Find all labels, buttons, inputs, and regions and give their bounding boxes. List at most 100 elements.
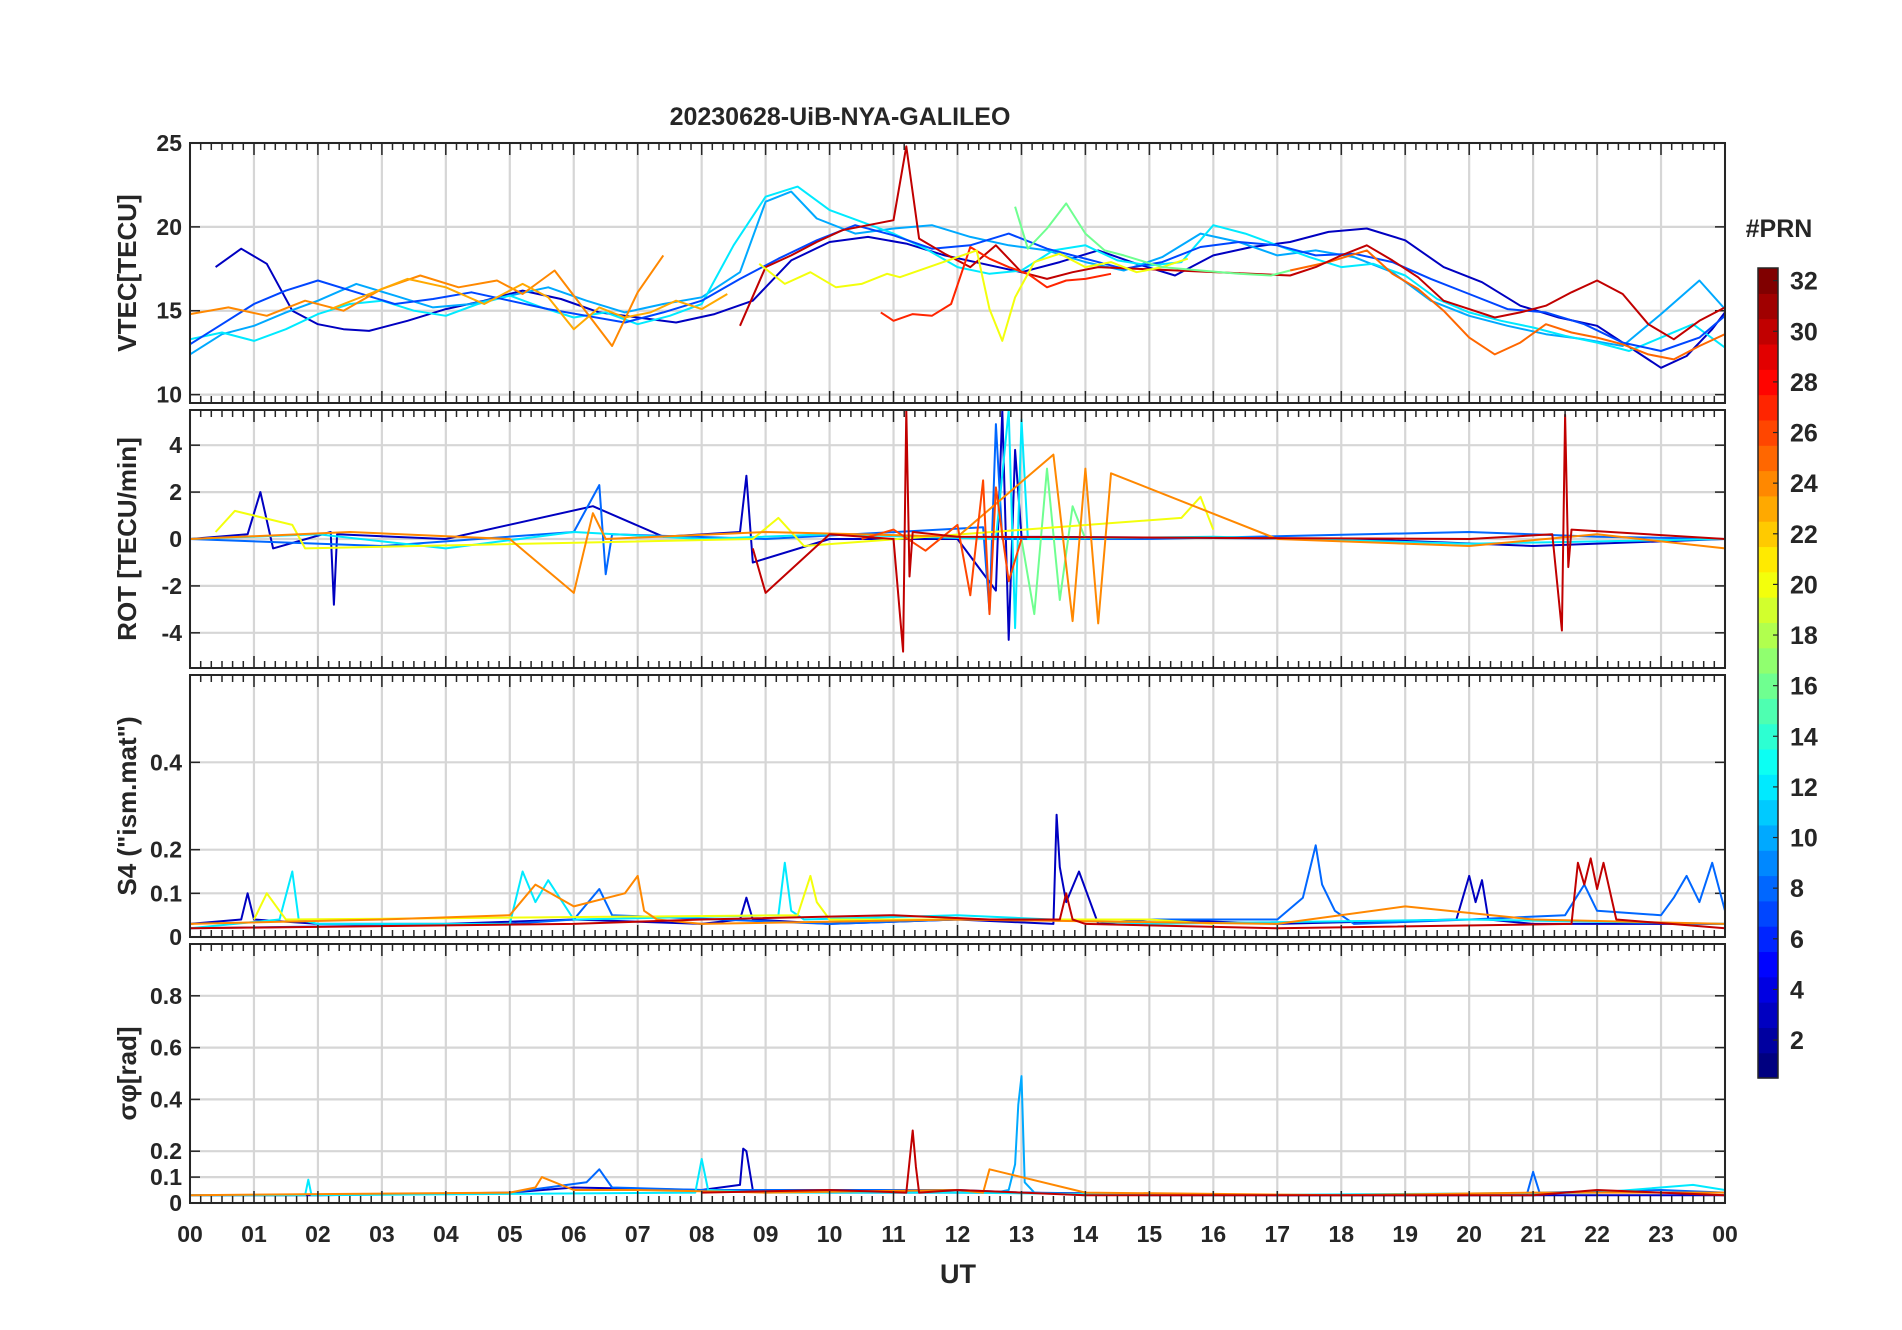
panel-vtec-series-prn-7 <box>190 224 1725 352</box>
panel-vtec-series-prn-24 <box>190 254 665 347</box>
panel-vtec-series-prn-23 <box>330 277 728 331</box>
colorbar-band <box>1758 622 1778 649</box>
panel-s4-ytick-label: 0.4 <box>150 749 182 775</box>
colorbar-band <box>1758 495 1778 522</box>
x-tick-label: 14 <box>1073 1221 1099 1247</box>
colorbar-band <box>1758 369 1778 396</box>
colorbar-tick-label: 4 <box>1790 976 1804 1004</box>
panel-rot-series-prn-30 <box>751 410 1725 653</box>
panel-sigma_phi-ytick-label: 0.1 <box>150 1164 182 1190</box>
x-tick-label: 03 <box>369 1221 395 1247</box>
colorbar-band <box>1758 976 1778 1003</box>
colorbar-tick-label: 22 <box>1790 521 1818 549</box>
colorbar-tick-label: 24 <box>1790 470 1818 498</box>
x-tick-label: 09 <box>753 1221 779 1247</box>
colorbar-band <box>1758 774 1778 801</box>
x-tick-label: 17 <box>1264 1221 1290 1247</box>
panel-sigma_phi-ytick-label: 0.2 <box>150 1138 182 1164</box>
panel-vtec-ytick-label: 20 <box>156 214 182 240</box>
colorbar-band <box>1758 394 1778 421</box>
colorbar-title: #PRN <box>1746 215 1813 243</box>
panel-s4: 0 0.1 0.2 0.4 S4 ("ism.mat") <box>112 674 1727 950</box>
x-tick-label: 01 <box>241 1221 267 1247</box>
colorbar-band <box>1758 293 1778 320</box>
colorbar-band <box>1758 799 1778 826</box>
x-tick-label: 04 <box>433 1221 459 1247</box>
panel-s4-frame <box>189 674 1726 938</box>
panel-vtec-series-prn-16 <box>1014 202 1291 277</box>
x-tick-label: 00 <box>1712 1221 1738 1247</box>
panel-sigma_phi-series-prn-10 <box>995 1075 1086 1197</box>
panel-vtec-series-prn-3 <box>215 227 1725 369</box>
panel-rot-series-prn-3 <box>190 410 1725 641</box>
colorbar-tick-label: 32 <box>1790 268 1818 296</box>
panel-vtec: 10 15 20 25 VTEC[TECU] <box>112 130 1727 408</box>
colorbar-band <box>1758 1027 1778 1054</box>
panel-vtec-series-prn-30 <box>739 145 1725 341</box>
x-tick-label: 05 <box>497 1221 523 1247</box>
panel-s4-series-prn-30 <box>190 857 1725 930</box>
panel-sigma_phi-ytick-label: 0.6 <box>150 1035 182 1061</box>
colorbar-tick-label: 6 <box>1790 926 1804 954</box>
panel-vtec-ytick-label: 10 <box>156 382 182 408</box>
chart-title: 20230628-UiB-NYA-GALILEO <box>670 103 1011 131</box>
x-tick-label: 07 <box>625 1221 651 1247</box>
colorbar-band <box>1758 951 1778 978</box>
x-tick-label: 12 <box>945 1221 971 1247</box>
panel-vtec-ytick-label: 25 <box>156 130 182 156</box>
colorbar-tick-label: 16 <box>1790 673 1818 701</box>
x-tick-label: 20 <box>1456 1221 1482 1247</box>
panel-rot-ytick-label: 4 <box>169 432 182 458</box>
colorbar-band <box>1758 597 1778 623</box>
panel-rot-series-prn-16 <box>1020 467 1087 616</box>
panel-rot-series-prn-8 <box>190 423 1725 613</box>
x-tick-label: 16 <box>1201 1221 1227 1247</box>
x-axis-label: UT <box>940 1259 976 1289</box>
panel-rot-series-group <box>190 410 1725 653</box>
panel-s4-series-prn-8 <box>190 844 1725 930</box>
colorbar-tick-label: 30 <box>1790 318 1818 346</box>
panel-rot-series-prn-20 <box>214 495 1215 550</box>
panel-s4-ylabel: S4 ("ism.mat") <box>112 716 142 895</box>
x-tick-label: 21 <box>1520 1221 1546 1247</box>
panel-vtec-ytick-label: 15 <box>156 298 182 324</box>
x-tick-label: 10 <box>817 1221 843 1247</box>
colorbar-tick-label: 26 <box>1790 420 1818 448</box>
panel-sigma_phi-ylabel: σφ[rad] <box>112 1026 142 1120</box>
panel-sigma_phi-ytick-label: 0.4 <box>150 1086 182 1112</box>
panel-vtec-frame <box>189 142 1726 404</box>
panel-vtec-series-prn-27 <box>880 246 1112 322</box>
panel-vtec-series-prn-25 <box>1289 249 1725 361</box>
x-tick-label: 00 <box>177 1221 203 1247</box>
x-tick-label: 23 <box>1648 1221 1674 1247</box>
colorbar-tick-label: 2 <box>1790 1027 1804 1055</box>
panel-rot-ytick-label: 0 <box>169 526 182 552</box>
colorbar-band <box>1758 1002 1778 1028</box>
x-tick-label: 22 <box>1584 1221 1610 1247</box>
panel-s4-series-prn-24 <box>190 874 1725 925</box>
colorbar-tick-label: 20 <box>1790 571 1818 599</box>
panel-rot: -4 -2 0 2 4 ROT [TECU/min] <box>112 409 1727 669</box>
colorbar-tick-label: 14 <box>1790 723 1818 751</box>
panel-sigma_phi-series-prn-30 <box>701 1129 1725 1197</box>
panel-s4-ytick-label: 0 <box>169 924 182 950</box>
colorbar-band <box>1758 698 1778 725</box>
panel-sigma_phi: 00.10.2 0.4 0.6 0.8 σφ[rad] <box>112 943 1727 1216</box>
panel-vtec-ylabel: VTEC[TECU] <box>112 194 142 351</box>
colorbar-band <box>1758 268 1778 294</box>
colorbar-frame <box>1757 267 1779 1079</box>
colorbar-band <box>1758 926 1778 953</box>
colorbar-band <box>1758 571 1778 598</box>
x-tick-label: 02 <box>305 1221 331 1247</box>
chart-panels: 10 15 20 25 VTEC[TECU] -4 -2 0 2 4 ROT [TECU/min] 0… <box>112 130 1727 1216</box>
panel-rot-ytick-label: -2 <box>162 573 182 599</box>
panel-rot-ytick-label: 2 <box>169 479 182 505</box>
colorbar-tick-label: 12 <box>1790 774 1818 802</box>
x-tick-label: 19 <box>1392 1221 1418 1247</box>
panel-vtec-series-group <box>190 145 1725 369</box>
x-tick-label: 15 <box>1137 1221 1163 1247</box>
colorbar-band <box>1758 850 1778 877</box>
colorbar-band <box>1758 875 1778 902</box>
